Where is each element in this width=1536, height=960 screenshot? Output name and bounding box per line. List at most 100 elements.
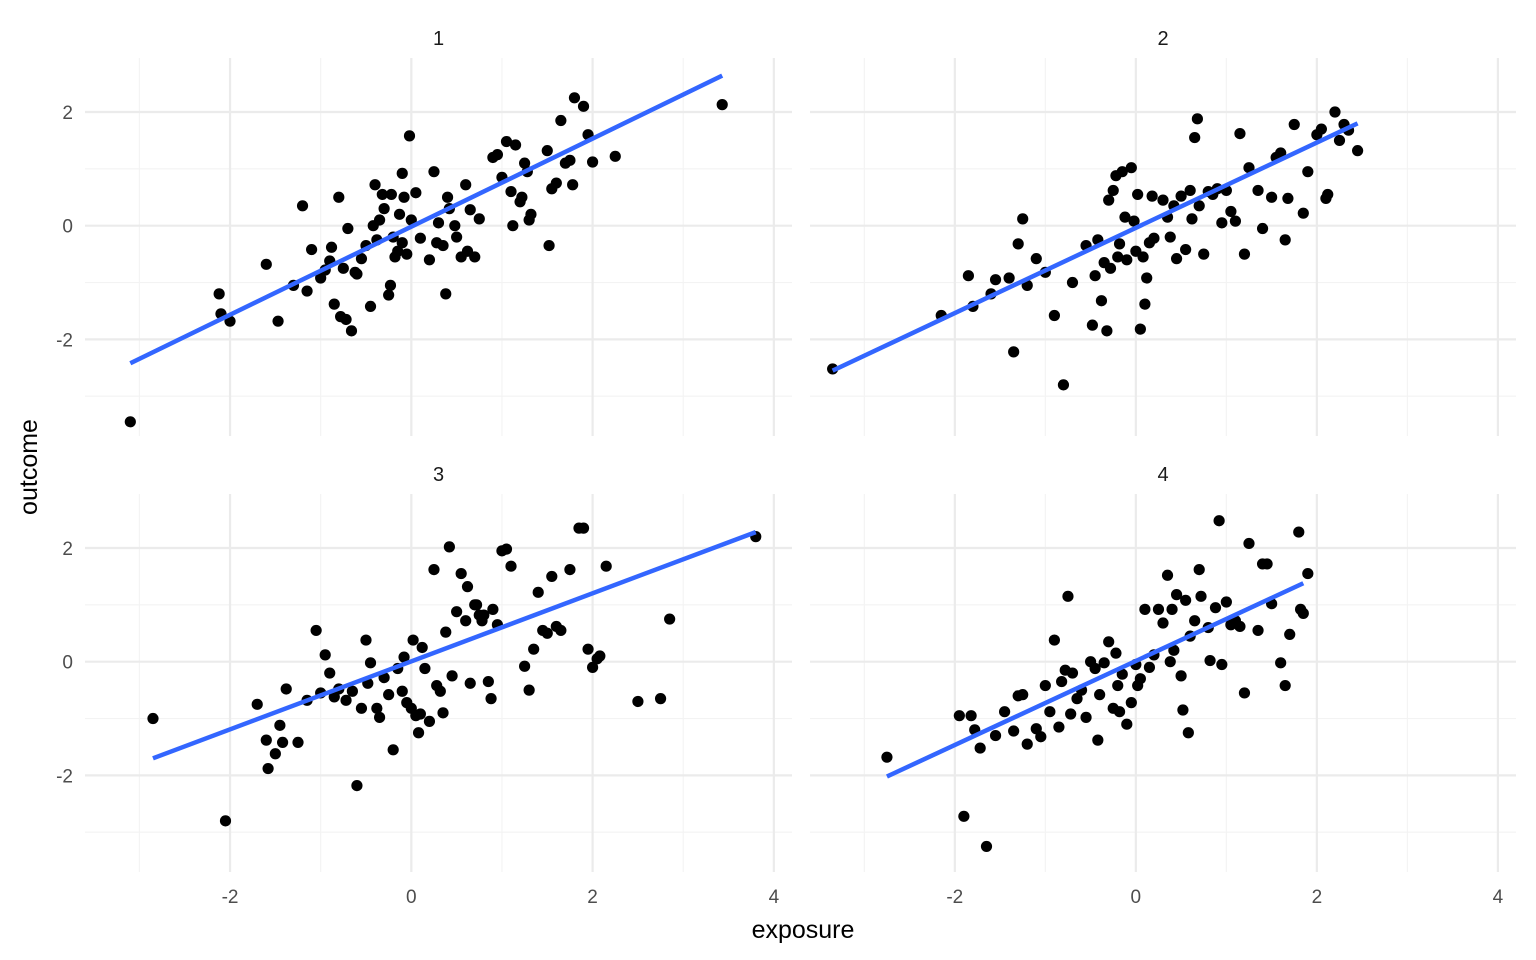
data-point [470,599,483,611]
data-point [441,191,454,203]
data-point [1066,667,1079,679]
data-point [219,815,232,827]
data-point [482,675,494,688]
data-point [1243,162,1255,174]
data-point [582,643,594,655]
data-point [423,715,436,727]
data-point [1134,673,1146,685]
data-point [500,543,513,555]
data-point [1282,192,1294,204]
y-tick-label: 0 [62,653,73,674]
x-tick-label: 0 [406,887,417,908]
data-point [1003,272,1015,284]
data-point [345,325,358,337]
data-point [1141,272,1153,284]
data-point [376,188,388,201]
data-point [989,729,1002,742]
data-point [1137,251,1149,263]
data-point [310,624,322,637]
data-point [487,603,499,615]
data-point [989,274,1002,286]
data-point [541,145,553,157]
data-point [525,208,537,220]
data-point [437,239,449,252]
data-point [393,208,406,220]
data-point [1139,603,1151,615]
data-point [373,214,386,226]
data-point [564,154,576,166]
data-point [609,150,621,162]
data-point [434,685,446,697]
data-point [1021,738,1033,750]
data-point [251,698,263,710]
data-point [373,711,386,723]
x-axis-title: exposure [752,916,855,944]
data-point [1302,166,1314,178]
data-point [272,315,284,327]
data-point [1216,658,1228,671]
data-point [1252,624,1264,637]
data-point [1170,589,1183,601]
data-point [1044,706,1056,718]
y-axis-title: outcome [15,419,43,515]
data-point [1302,567,1314,580]
data-point [364,300,377,312]
data-point [440,288,452,300]
data-point [1143,661,1156,673]
data-point [1017,689,1029,701]
data-point [567,179,579,191]
data-point [1157,617,1169,629]
panel-3: 3 -2 0 2 -2 0 2 4 [56,464,792,908]
y-tick-label: 2 [62,103,73,124]
data-point [1152,603,1165,615]
data-point [974,742,986,754]
data-point [340,694,352,706]
x-tick-label: 2 [587,887,598,908]
data-point [1065,708,1077,720]
data-point [1086,319,1098,331]
data-point [1101,325,1113,337]
data-point [1112,679,1124,692]
data-point [324,667,336,679]
data-point [1164,656,1176,668]
regression-fit-line [831,121,1359,373]
data-point [1238,687,1251,699]
data-point [1266,191,1278,203]
data-point [455,567,467,580]
x-tick-label: 0 [1131,887,1142,908]
data-point [1039,679,1051,692]
data-point [1238,248,1251,260]
data-point [1116,166,1128,178]
data-point [523,684,535,696]
data-point [460,179,472,191]
data-point [1113,238,1126,250]
data-point [555,114,567,127]
data-point [1103,636,1115,648]
data-point [407,634,419,646]
gridlines [810,58,1516,436]
data-point [1284,628,1296,641]
data-point [1293,526,1305,538]
data-point [555,624,567,637]
data-point [478,609,490,621]
data-point [654,693,667,705]
data-point [568,92,581,104]
data-point [1168,644,1180,656]
data-point [1234,128,1246,140]
data-point [1066,276,1079,289]
data-point [396,685,408,697]
data-point [443,541,455,553]
data-point [333,191,345,203]
data-point [1121,254,1133,266]
data-point [577,100,590,112]
data-point [416,641,428,654]
data-point [369,179,381,191]
data-point [1017,213,1029,225]
data-point [423,254,436,266]
data-point [1056,675,1068,688]
data-point [1148,232,1160,244]
data-point [405,214,417,226]
data-point [360,634,372,646]
x-tick-label: -2 [946,887,963,908]
data-point [355,253,368,265]
